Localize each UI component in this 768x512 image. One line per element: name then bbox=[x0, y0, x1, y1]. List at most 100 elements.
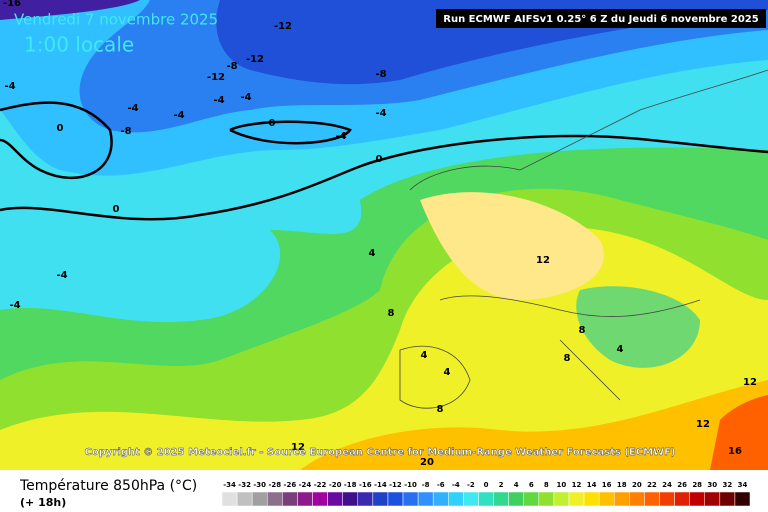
colorbar-tick-label: -10 bbox=[404, 481, 417, 489]
colorbar-swatch bbox=[327, 491, 343, 507]
contour-label: -12 bbox=[274, 21, 292, 32]
colorbar-tick-label: -8 bbox=[422, 481, 430, 489]
contour-label: -8 bbox=[375, 69, 386, 80]
run-info: Run ECMWF AIFSv1 0.25° 6 Z du Jeudi 6 no… bbox=[443, 14, 758, 25]
legend-title: Température 850hPa (°C) bbox=[19, 478, 197, 494]
contour-label: 8 bbox=[564, 353, 571, 364]
contour-label: -4 bbox=[240, 92, 251, 103]
colorbar-swatch bbox=[553, 491, 570, 507]
contour-label: -4 bbox=[4, 81, 15, 92]
colorbar-swatch bbox=[432, 491, 449, 507]
colorbar-swatch bbox=[282, 491, 298, 507]
colorbar-tick-label: -18 bbox=[344, 481, 357, 489]
colorbar-swatch bbox=[402, 491, 419, 507]
colorbar: -34 -32 -30 -28 -26 -24 -22 -20 -18 -16 -14 -12 -10-… bbox=[221, 481, 751, 507]
contour-label: -4 bbox=[375, 108, 386, 119]
contour-label: 4 bbox=[421, 350, 428, 361]
contour-label: 12 bbox=[743, 377, 757, 388]
contour-label: -4 bbox=[56, 270, 67, 281]
colorbar-swatch bbox=[523, 491, 540, 507]
contour-label: 16 bbox=[728, 446, 742, 457]
contour-label: 4 bbox=[444, 367, 451, 378]
contour-label: -4 bbox=[9, 300, 20, 311]
contour-label: -12 bbox=[246, 54, 264, 65]
colorbar-tick-label: -4 bbox=[452, 481, 460, 489]
copyright: Copyright © 2025 Meteociel.fr - Source E… bbox=[85, 447, 676, 458]
colorbar-swatch bbox=[674, 491, 690, 507]
colorbar-tick-label: 30 bbox=[707, 481, 717, 489]
contour-label: 4 bbox=[617, 344, 624, 355]
colorbar-swatch bbox=[598, 491, 615, 507]
contour-label: 0 bbox=[269, 118, 276, 129]
colorbar-tick-label: -28 bbox=[268, 481, 281, 489]
colorbar-swatch bbox=[629, 491, 645, 507]
colorbar-tick-label: -24 bbox=[299, 481, 312, 489]
colorbar-tick-label: 24 bbox=[662, 481, 672, 489]
colorbar-tick-label: 6 bbox=[529, 481, 534, 489]
colorbar-tick-label: 26 bbox=[677, 481, 687, 489]
colorbar-tick-label: -32 bbox=[238, 481, 251, 489]
contour-label: 0 bbox=[113, 204, 120, 215]
colorbar-tick-label: 8 bbox=[544, 481, 549, 489]
contour-label: -4 bbox=[335, 131, 346, 142]
contour-label: 12 bbox=[696, 419, 710, 430]
colorbar-swatch bbox=[372, 491, 389, 507]
colorbar-swatch bbox=[448, 491, 464, 507]
colorbar-tick-label: -2 bbox=[467, 481, 475, 489]
colorbar-tick-label: 18 bbox=[617, 481, 627, 489]
polar-core bbox=[0, 0, 140, 20]
colorbar-swatch bbox=[478, 491, 494, 507]
colorbar-swatch bbox=[463, 491, 479, 507]
colorbar-tick-label: -14 bbox=[374, 481, 387, 489]
contour-label: -12 bbox=[207, 72, 225, 83]
colorbar-swatch bbox=[267, 491, 283, 507]
contour-label: 4 bbox=[369, 248, 376, 259]
contour-label: 0 bbox=[57, 123, 64, 134]
colorbar-tick-label: -6 bbox=[437, 481, 445, 489]
coastlines bbox=[399, 69, 768, 409]
colorbar-tick-label: -30 bbox=[253, 481, 266, 489]
contour-label: -4 bbox=[127, 103, 138, 114]
contour-label: -4 bbox=[173, 110, 184, 121]
legend-subtitle: (+ 18h) bbox=[20, 496, 66, 509]
colorbar-swatch bbox=[508, 491, 524, 507]
colorbar-swatch bbox=[734, 491, 751, 507]
colorbar-swatch bbox=[493, 491, 509, 507]
colorbar-swatch bbox=[312, 491, 328, 507]
colorbar-tick-label: 10 bbox=[557, 481, 567, 489]
colorbar-swatch bbox=[583, 491, 600, 507]
colorbar-tick-label: 0 bbox=[484, 481, 489, 489]
colorbar-tick-label: 4 bbox=[514, 481, 519, 489]
colorbar-tick-label: -22 bbox=[314, 481, 327, 489]
colorbar-swatch bbox=[387, 491, 404, 507]
colorbar-tick-label: -16 bbox=[359, 481, 372, 489]
contour-label: 20 bbox=[420, 457, 434, 468]
colorbar-swatch bbox=[538, 491, 555, 507]
colorbar-swatch bbox=[659, 491, 675, 507]
warm-core bbox=[420, 192, 604, 300]
contour-label: 8 bbox=[388, 308, 395, 319]
colorbar-tick-label: 32 bbox=[722, 481, 732, 489]
colorbar-swatch bbox=[644, 491, 660, 507]
forecast-date: Vendredi 7 novembre 2025 bbox=[14, 11, 218, 29]
colorbar-tick-label: 14 bbox=[587, 481, 597, 489]
colorbar-tick-label: 20 bbox=[632, 481, 642, 489]
colorbar-tick-label: -34 bbox=[223, 481, 236, 489]
colorbar-tick-label: -26 bbox=[284, 481, 297, 489]
contour-label: -16 bbox=[3, 0, 21, 9]
colorbar-tick-label: 2 bbox=[499, 481, 504, 489]
contour-label: 12 bbox=[536, 255, 550, 266]
colorbar-swatch bbox=[357, 491, 374, 507]
contour-label: 8 bbox=[437, 404, 444, 415]
run-box bbox=[436, 9, 766, 28]
colorbar-swatch bbox=[297, 491, 313, 507]
colorbar-tick-label: -12 bbox=[389, 481, 402, 489]
contour-label-group: -16-12-12-8-12-4-8-4 -4-4-4 -4-80 0-4004-4-… bbox=[3, 0, 757, 468]
contour-label: -4 bbox=[213, 95, 224, 106]
cool-pocket bbox=[576, 286, 700, 368]
contour-label: -8 bbox=[226, 61, 237, 72]
colorbar-swatch bbox=[704, 491, 721, 507]
contour-label: 12 bbox=[291, 442, 305, 453]
colorbar-swatch bbox=[689, 491, 705, 507]
contour-label: -8 bbox=[120, 126, 131, 137]
